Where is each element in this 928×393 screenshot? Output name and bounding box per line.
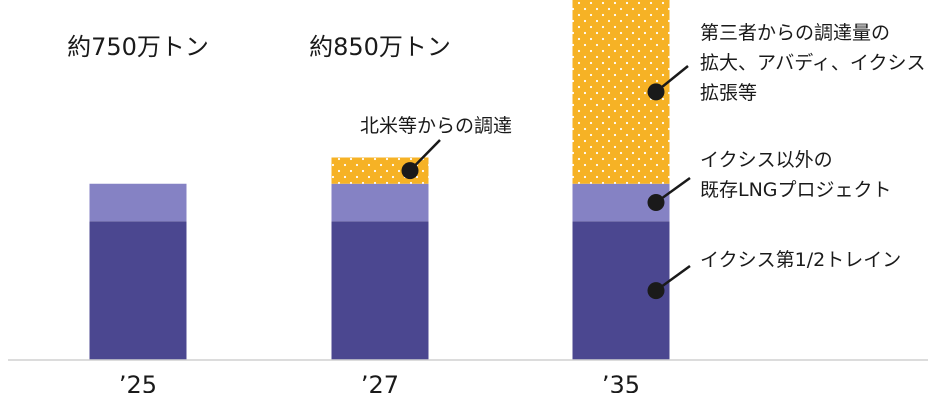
annotation-marker: [647, 83, 665, 101]
x-tick-label: ’27: [361, 371, 399, 393]
bar-segment-existing-1: [331, 183, 429, 222]
annotation-marker: [647, 282, 665, 300]
total-labels: 約750万トン 約850万トン: [67, 33, 451, 61]
total-label: 約750万トン: [67, 33, 209, 61]
annotation-label: 第三者からの調達量の: [700, 22, 890, 44]
x-tick-label: ’35: [602, 371, 640, 393]
x-tick-label: ’25: [119, 371, 157, 393]
x-tick-labels: ’25 ’27 ’35: [119, 371, 640, 393]
bar-segment-ichthys12-1: [331, 221, 429, 360]
annotation-marker: [647, 194, 665, 211]
annotation-marker: [401, 162, 419, 180]
annotation-label: イクシス第1/2トレイン: [700, 249, 901, 271]
bar-segment-ichthys12-0: [89, 221, 187, 360]
bar-segment-existing-0: [89, 183, 187, 222]
total-label: 約850万トン: [309, 33, 451, 61]
annotation-label: 既存LNGプロジェクト: [700, 179, 892, 201]
annotations-group: 北米等からの調達 第三者からの調達量の拡大、アバディ、イクシス拡張等イクシス以外の…: [360, 22, 926, 300]
annotation-label: 北米等からの調達: [360, 115, 512, 137]
annotation-label: イクシス以外の: [700, 149, 833, 171]
annotation-label: 拡張等: [700, 82, 757, 104]
annotation-label: 拡大、アバディ、イクシス: [700, 52, 926, 74]
